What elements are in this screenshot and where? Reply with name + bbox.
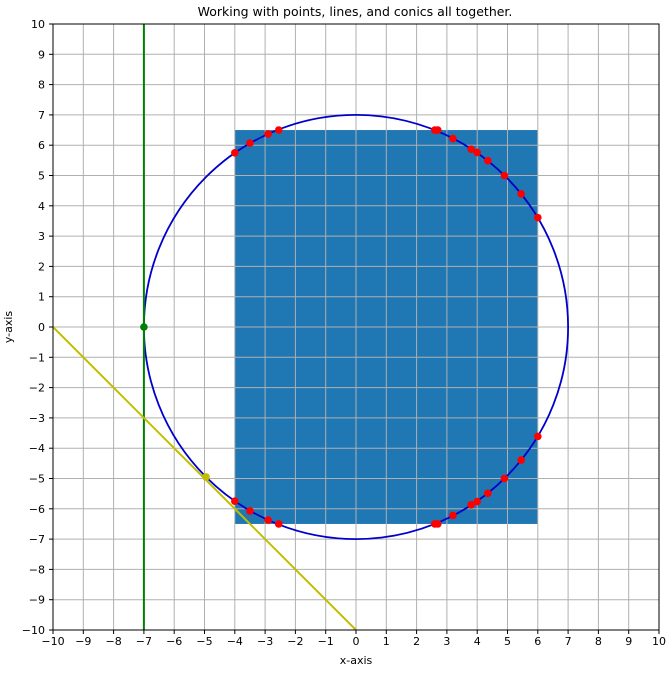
x-tick-label: 3: [443, 635, 450, 648]
x-tick-label: 9: [625, 635, 632, 648]
intersection-point: [274, 520, 283, 528]
intersection-point: [484, 156, 492, 165]
y-tick-label: 7: [38, 109, 45, 122]
y-axis-label: y-axis: [2, 311, 15, 344]
y-tick-label: −9: [29, 594, 45, 607]
x-tick-label: −5: [196, 635, 212, 648]
grid: [52, 23, 660, 631]
y-tick-label: 8: [38, 79, 45, 92]
intersection-point: [434, 520, 442, 528]
y-tick-label: 3: [38, 230, 45, 243]
intersection-point: [467, 501, 475, 509]
x-tick-label: −6: [166, 635, 182, 648]
y-tick-label: −5: [29, 473, 45, 486]
x-tick-label: −10: [41, 635, 64, 648]
intersection-point: [484, 489, 492, 498]
tick-labels: −10 −9 −8 −7 −6 −5 −4 −3 −2 −1 0 1 2 3 4 5 6 7 8 9 10−10−9−8…: [22, 18, 666, 648]
y-tick-label: −8: [29, 563, 45, 576]
x-tick-label: 2: [413, 635, 420, 648]
chart-title: Working with points, lines, and conics a…: [198, 4, 513, 19]
x-tick-label: 8: [595, 635, 602, 648]
y-tick-label: 6: [38, 139, 45, 152]
x-tick-label: −4: [227, 635, 243, 648]
x-tick-label: −3: [257, 635, 273, 648]
x-tick-label: 5: [504, 635, 511, 648]
intersection-point: [246, 507, 254, 515]
x-tick-label: 6: [534, 635, 541, 648]
intersection-point: [449, 134, 457, 143]
intersection-point: [473, 148, 482, 157]
intersection-point: [534, 213, 542, 222]
intersection-point: [500, 474, 509, 483]
intersection-point: [500, 171, 509, 180]
x-tick-label: 7: [565, 635, 572, 648]
y-tick-label: 1: [38, 291, 45, 304]
intersection-point: [517, 456, 525, 464]
vertical-line-point: [140, 323, 148, 331]
x-tick-label: −7: [136, 635, 152, 648]
intersection-point: [246, 139, 254, 147]
y-tick-label: −10: [22, 624, 45, 637]
y-tick-label: 2: [38, 260, 45, 273]
intersection-point: [264, 516, 272, 524]
y-tick-label: −3: [29, 412, 45, 425]
x-tick-label: 1: [383, 635, 390, 648]
x-tick-label: −1: [318, 635, 334, 648]
intersection-point: [231, 148, 239, 157]
intersection-point: [434, 126, 442, 134]
intersection-point: [517, 190, 525, 198]
x-tick-label: −8: [105, 635, 121, 648]
intersection-point: [467, 145, 475, 153]
y-tick-label: −7: [29, 533, 45, 546]
intersection-point: [449, 511, 457, 520]
intersection-point: [473, 497, 482, 506]
y-tick-label: −6: [29, 503, 45, 516]
intersection-point: [264, 130, 272, 138]
intersection-point: [231, 497, 239, 506]
intersection-point: [534, 432, 542, 441]
x-tick-label: 10: [652, 635, 666, 648]
x-tick-label: 0: [353, 635, 360, 648]
y-tick-label: 10: [31, 18, 45, 31]
intersection-point: [274, 126, 283, 134]
y-tick-label: −4: [29, 442, 45, 455]
y-tick-label: 9: [38, 48, 45, 61]
y-tick-label: 0: [38, 321, 45, 334]
x-tick-label: −9: [75, 635, 91, 648]
y-tick-label: −2: [29, 382, 45, 395]
y-tick-label: −1: [29, 351, 45, 364]
y-tick-label: 5: [38, 170, 45, 183]
x-tick-label: 4: [474, 635, 481, 648]
x-tick-label: −2: [287, 635, 303, 648]
tangent-point: [202, 473, 210, 481]
y-tick-label: 4: [38, 200, 45, 213]
plot-area: [53, 24, 570, 630]
x-axis-label: x-axis: [340, 654, 373, 667]
